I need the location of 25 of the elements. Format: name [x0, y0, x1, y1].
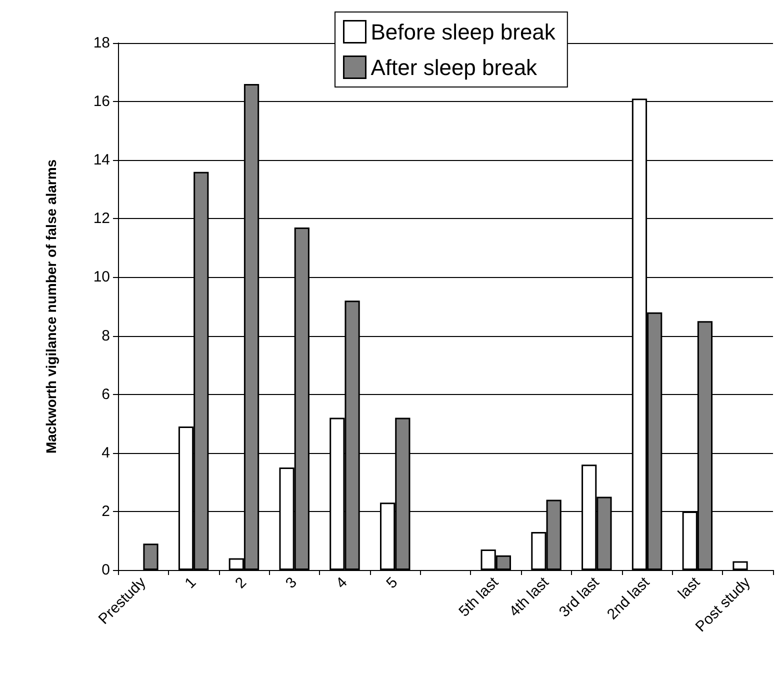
y-axis-title: Mackworth vigilance number of false alarms — [43, 159, 59, 454]
x-tick-label: 1 — [182, 574, 200, 592]
x-tick-label: 4th last — [506, 573, 553, 620]
y-tick-label: 12 — [93, 210, 110, 228]
y-tick-label: 4 — [102, 444, 110, 462]
x-tick-label: 5 — [383, 574, 402, 592]
y-tick-label: 6 — [102, 386, 110, 403]
bar — [732, 561, 748, 570]
y-tick-label: 0 — [102, 562, 110, 578]
y-tick-label: 8 — [102, 327, 110, 344]
x-tick-label: 2 — [232, 574, 250, 592]
legend-label: After sleep break — [370, 54, 538, 80]
legend-label: Before sleep break — [370, 19, 556, 44]
y-tick-label: 18 — [93, 34, 110, 52]
x-tick-label: 5th last — [456, 573, 502, 620]
x-tick-label: last — [674, 573, 704, 603]
x-tick-label: 3 — [282, 574, 300, 592]
y-tick-label: 16 — [93, 93, 110, 110]
x-tick-label: 2nd last — [604, 573, 654, 624]
y-tick-label: 14 — [93, 152, 110, 169]
x-tick-label: 3rd last — [556, 573, 604, 621]
bar — [143, 544, 158, 570]
y-tick-label: 2 — [102, 502, 110, 520]
y-tick-label: 10 — [93, 268, 110, 286]
x-tick-label: 4 — [332, 574, 351, 592]
